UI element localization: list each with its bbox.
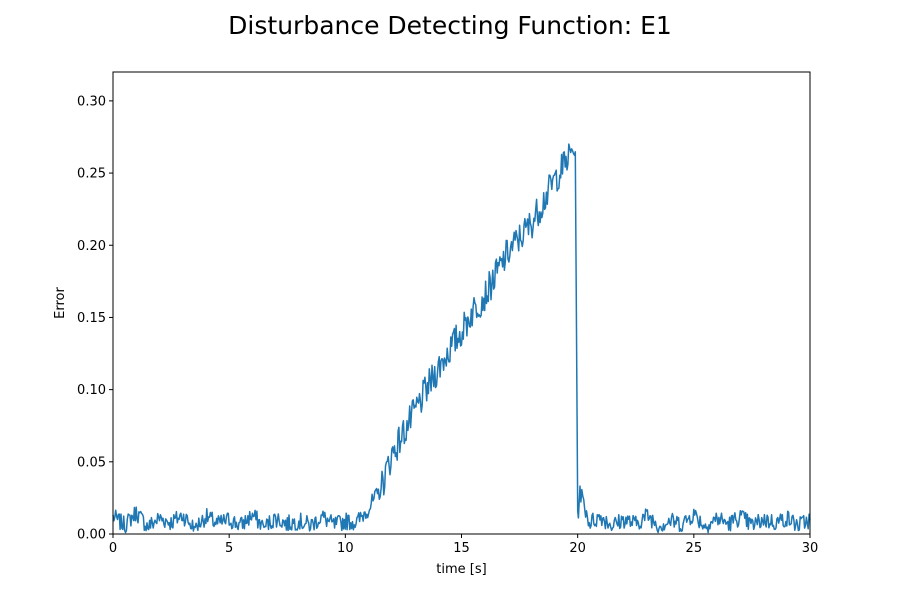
plot-layer — [112, 143, 811, 534]
x-tick-label: 30 — [802, 541, 819, 556]
ticks-layer: 0 5 10 15 20 25 30 0.00 0.05 0.10 0.15 0.20 0.25 0.30 — [77, 94, 818, 556]
plot-frame — [112, 71, 811, 535]
y-tick-label: 0.05 — [77, 455, 106, 470]
y-tick-label: 0.00 — [77, 528, 106, 543]
y-tick-label: 0.30 — [77, 94, 106, 109]
y-tick-label: 0.15 — [77, 311, 106, 326]
x-tick-label: 20 — [569, 541, 586, 556]
x-tick-label: 15 — [453, 541, 470, 556]
x-tick-label: 10 — [337, 541, 354, 556]
chart-title: Disturbance Detecting Function: E1 — [228, 11, 672, 40]
x-tick-label: 5 — [225, 541, 233, 556]
y-tick-label: 0.25 — [77, 167, 106, 182]
y-tick-label: 0.20 — [77, 239, 106, 254]
x-tick-label: 25 — [686, 541, 703, 556]
y-axis-label: Error — [53, 287, 68, 319]
series-line-0 — [112, 143, 811, 534]
x-tick-label: 0 — [109, 541, 117, 556]
y-tick-label: 0.10 — [77, 383, 106, 398]
x-axis-label: time [s] — [436, 562, 486, 577]
